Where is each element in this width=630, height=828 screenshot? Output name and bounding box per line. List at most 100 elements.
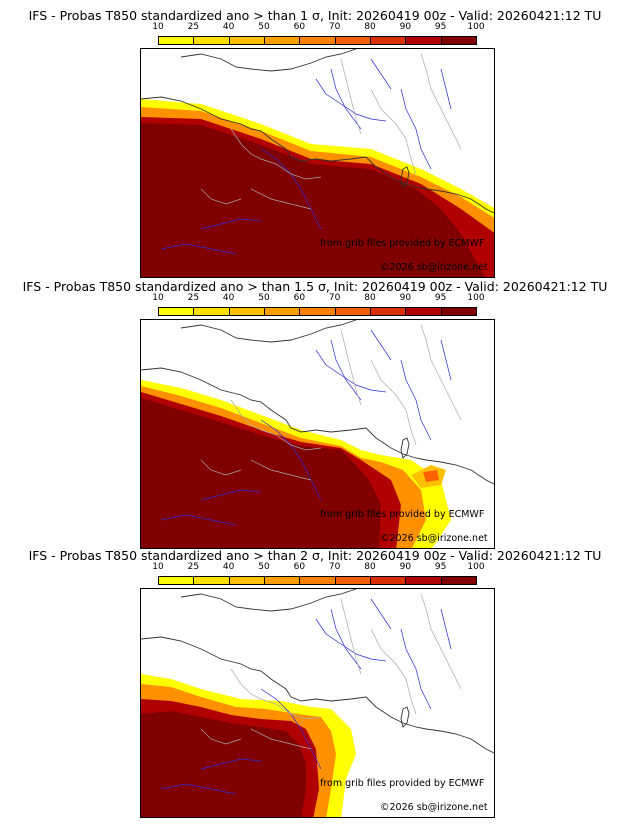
source-credit: from grib files provided by ECMWF (320, 238, 485, 249)
border (250, 728, 312, 750)
panel-title: IFS - Probas T850 standardized ano > tha… (28, 548, 602, 563)
colorbar-tick-label: 90 (399, 22, 412, 32)
colorbar-tick-label: 40 (222, 22, 235, 32)
colorbar-segment (264, 307, 301, 316)
colorbar-tick-label: 60 (293, 22, 306, 32)
panel-title: IFS - Probas T850 standardized ano > tha… (22, 279, 608, 294)
river (260, 419, 322, 501)
map-graphic (141, 589, 494, 817)
river (400, 88, 432, 170)
border (420, 324, 462, 421)
colorbar-segment (299, 307, 336, 316)
border (340, 58, 362, 135)
colorbar-tick-label: 10 (152, 22, 164, 32)
copyright-notice: ©2026 sb@irizone.net (380, 533, 488, 544)
colorbar-segment (370, 576, 407, 585)
colorbar-segment (193, 576, 230, 585)
border (370, 359, 417, 446)
river (440, 608, 452, 650)
map-graphic (141, 49, 494, 277)
river (160, 243, 237, 255)
probability-area (141, 398, 381, 548)
colorbar-tick-label: 25 (187, 22, 200, 32)
colorbar-tick-label: 40 (222, 562, 235, 572)
colorbar-tick-label: 50 (258, 293, 270, 303)
probability-area (141, 123, 485, 277)
coastline (180, 589, 357, 612)
colorbar-segment (440, 307, 477, 316)
copyright-notice: ©2026 sb@irizone.net (380, 802, 488, 813)
border (340, 598, 362, 675)
colorbar-segment (334, 36, 371, 45)
colorbar-tick-label: 70 (328, 22, 341, 32)
river (160, 783, 237, 795)
border (200, 188, 242, 205)
colorbar-tick-label: 100 (467, 22, 485, 32)
colorbar-tick-label: 95 (434, 293, 447, 303)
colorbar-segment (193, 307, 230, 316)
colorbar-segment (158, 36, 195, 45)
colorbar-tick-label: 50 (258, 22, 270, 32)
map-panel-2: IFS - Probas T850 standardized ano > tha… (0, 279, 630, 549)
colorbar-segment (228, 576, 265, 585)
colorbar-tick-label: 60 (293, 562, 306, 572)
colorbar-segment (228, 307, 265, 316)
border (250, 188, 312, 210)
river (370, 598, 392, 630)
colorbar (158, 36, 477, 45)
colorbar-segment (405, 576, 442, 585)
probability-map (140, 48, 495, 278)
colorbar-segment (158, 576, 195, 585)
colorbar-tick-label: 100 (467, 562, 485, 572)
coastline (180, 49, 357, 72)
colorbar-tick-label: 10 (152, 562, 164, 572)
border (250, 459, 312, 481)
river (160, 514, 237, 526)
coastline (141, 96, 494, 214)
source-credit: from grib files provided by ECMWF (320, 778, 485, 789)
border (200, 459, 242, 476)
colorbar-tick-label: 60 (293, 293, 306, 303)
colorbar-segment (440, 36, 477, 45)
colorbar-segment (264, 576, 301, 585)
map-graphic (141, 320, 494, 548)
colorbar-tick-label: 95 (434, 22, 447, 32)
colorbar-tick-label: 50 (258, 562, 270, 572)
colorbar-tick-label: 100 (467, 293, 485, 303)
colorbar-segment (370, 36, 407, 45)
border (420, 53, 462, 150)
source-credit: from grib files provided by ECMWF (320, 509, 485, 520)
colorbar-segment (193, 36, 230, 45)
river (330, 68, 362, 130)
coastline (141, 367, 494, 485)
border (340, 329, 362, 406)
probability-map (140, 588, 495, 818)
colorbar-segment (299, 36, 336, 45)
river (260, 148, 322, 230)
map-panel-1: IFS - Probas T850 standardized ano > tha… (0, 8, 630, 278)
colorbar-tick-label: 70 (328, 562, 341, 572)
colorbar-tick-label: 40 (222, 293, 235, 303)
river (200, 489, 262, 501)
copyright-notice: ©2026 sb@irizone.net (380, 262, 488, 273)
colorbar-segment (440, 576, 477, 585)
colorbar-tick-label: 90 (399, 562, 412, 572)
colorbar-segment (299, 576, 336, 585)
border (230, 128, 322, 180)
colorbar-segment (158, 307, 195, 316)
colorbar-tick-label: 80 (364, 293, 376, 303)
river (330, 339, 362, 401)
colorbar-segment (334, 307, 371, 316)
map-panel-3: IFS - Probas T850 standardized ano > tha… (0, 548, 630, 818)
river (315, 618, 387, 662)
colorbar-tick-label: 90 (399, 293, 412, 303)
colorbar-segment (228, 36, 265, 45)
panel-title: IFS - Probas T850 standardized ano > tha… (28, 8, 602, 23)
border (370, 88, 417, 175)
colorbar-tick-label: 10 (152, 293, 164, 303)
coastline (400, 166, 410, 188)
colorbar-tick-label: 25 (187, 562, 200, 572)
river (260, 688, 322, 770)
river (400, 628, 432, 710)
colorbar-segment (405, 307, 442, 316)
